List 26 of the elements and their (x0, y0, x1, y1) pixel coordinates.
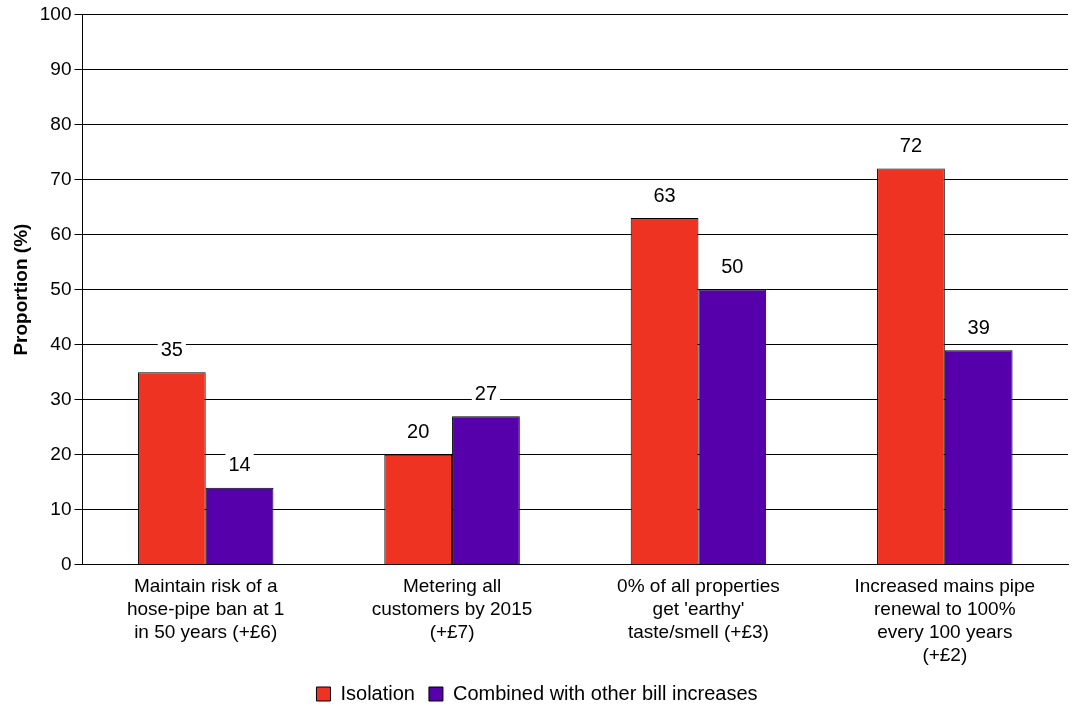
x-tick-label: Metering all customers by 2015 (+£7) (371, 575, 533, 643)
y-tick-label: 80 (50, 112, 72, 134)
data-label: 20 (407, 420, 430, 443)
x-tick-label: Increased mains pipe renewal to 100% every 100 years (+£2) (854, 575, 1036, 665)
data-label: 50 (721, 255, 744, 278)
data-label: 14 (228, 453, 251, 476)
y-tick-label: 70 (50, 167, 72, 189)
y-tick-label: 20 (50, 442, 72, 464)
data-label: 63 (653, 183, 676, 206)
y-axis-title: Proportion (%) (9, 223, 31, 356)
legend-label: Combined with other bill increases (452, 681, 758, 704)
legend-label: Isolation (340, 681, 415, 704)
x-tick-label: 0% of all properties get 'earthy' taste/smell (+£3) (617, 575, 780, 643)
data-label: 39 (967, 315, 990, 338)
y-tick-label: 30 (50, 387, 72, 409)
y-tick-label: 100 (39, 2, 72, 24)
y-tick-label: 40 (50, 332, 72, 354)
y-tick-label: 90 (50, 57, 72, 79)
x-tick-label: Maintain risk of a hose-pipe ban at 1 in 50 years (+£6) (126, 575, 285, 643)
data-label: 72 (899, 134, 923, 157)
data-label: 27 (474, 381, 498, 404)
y-tick-label: 60 (50, 222, 72, 244)
y-tick-label: 50 (50, 277, 72, 299)
y-tick-label: 10 (50, 497, 72, 519)
y-tick-label: 0 (60, 553, 72, 575)
data-label: 35 (160, 337, 183, 360)
